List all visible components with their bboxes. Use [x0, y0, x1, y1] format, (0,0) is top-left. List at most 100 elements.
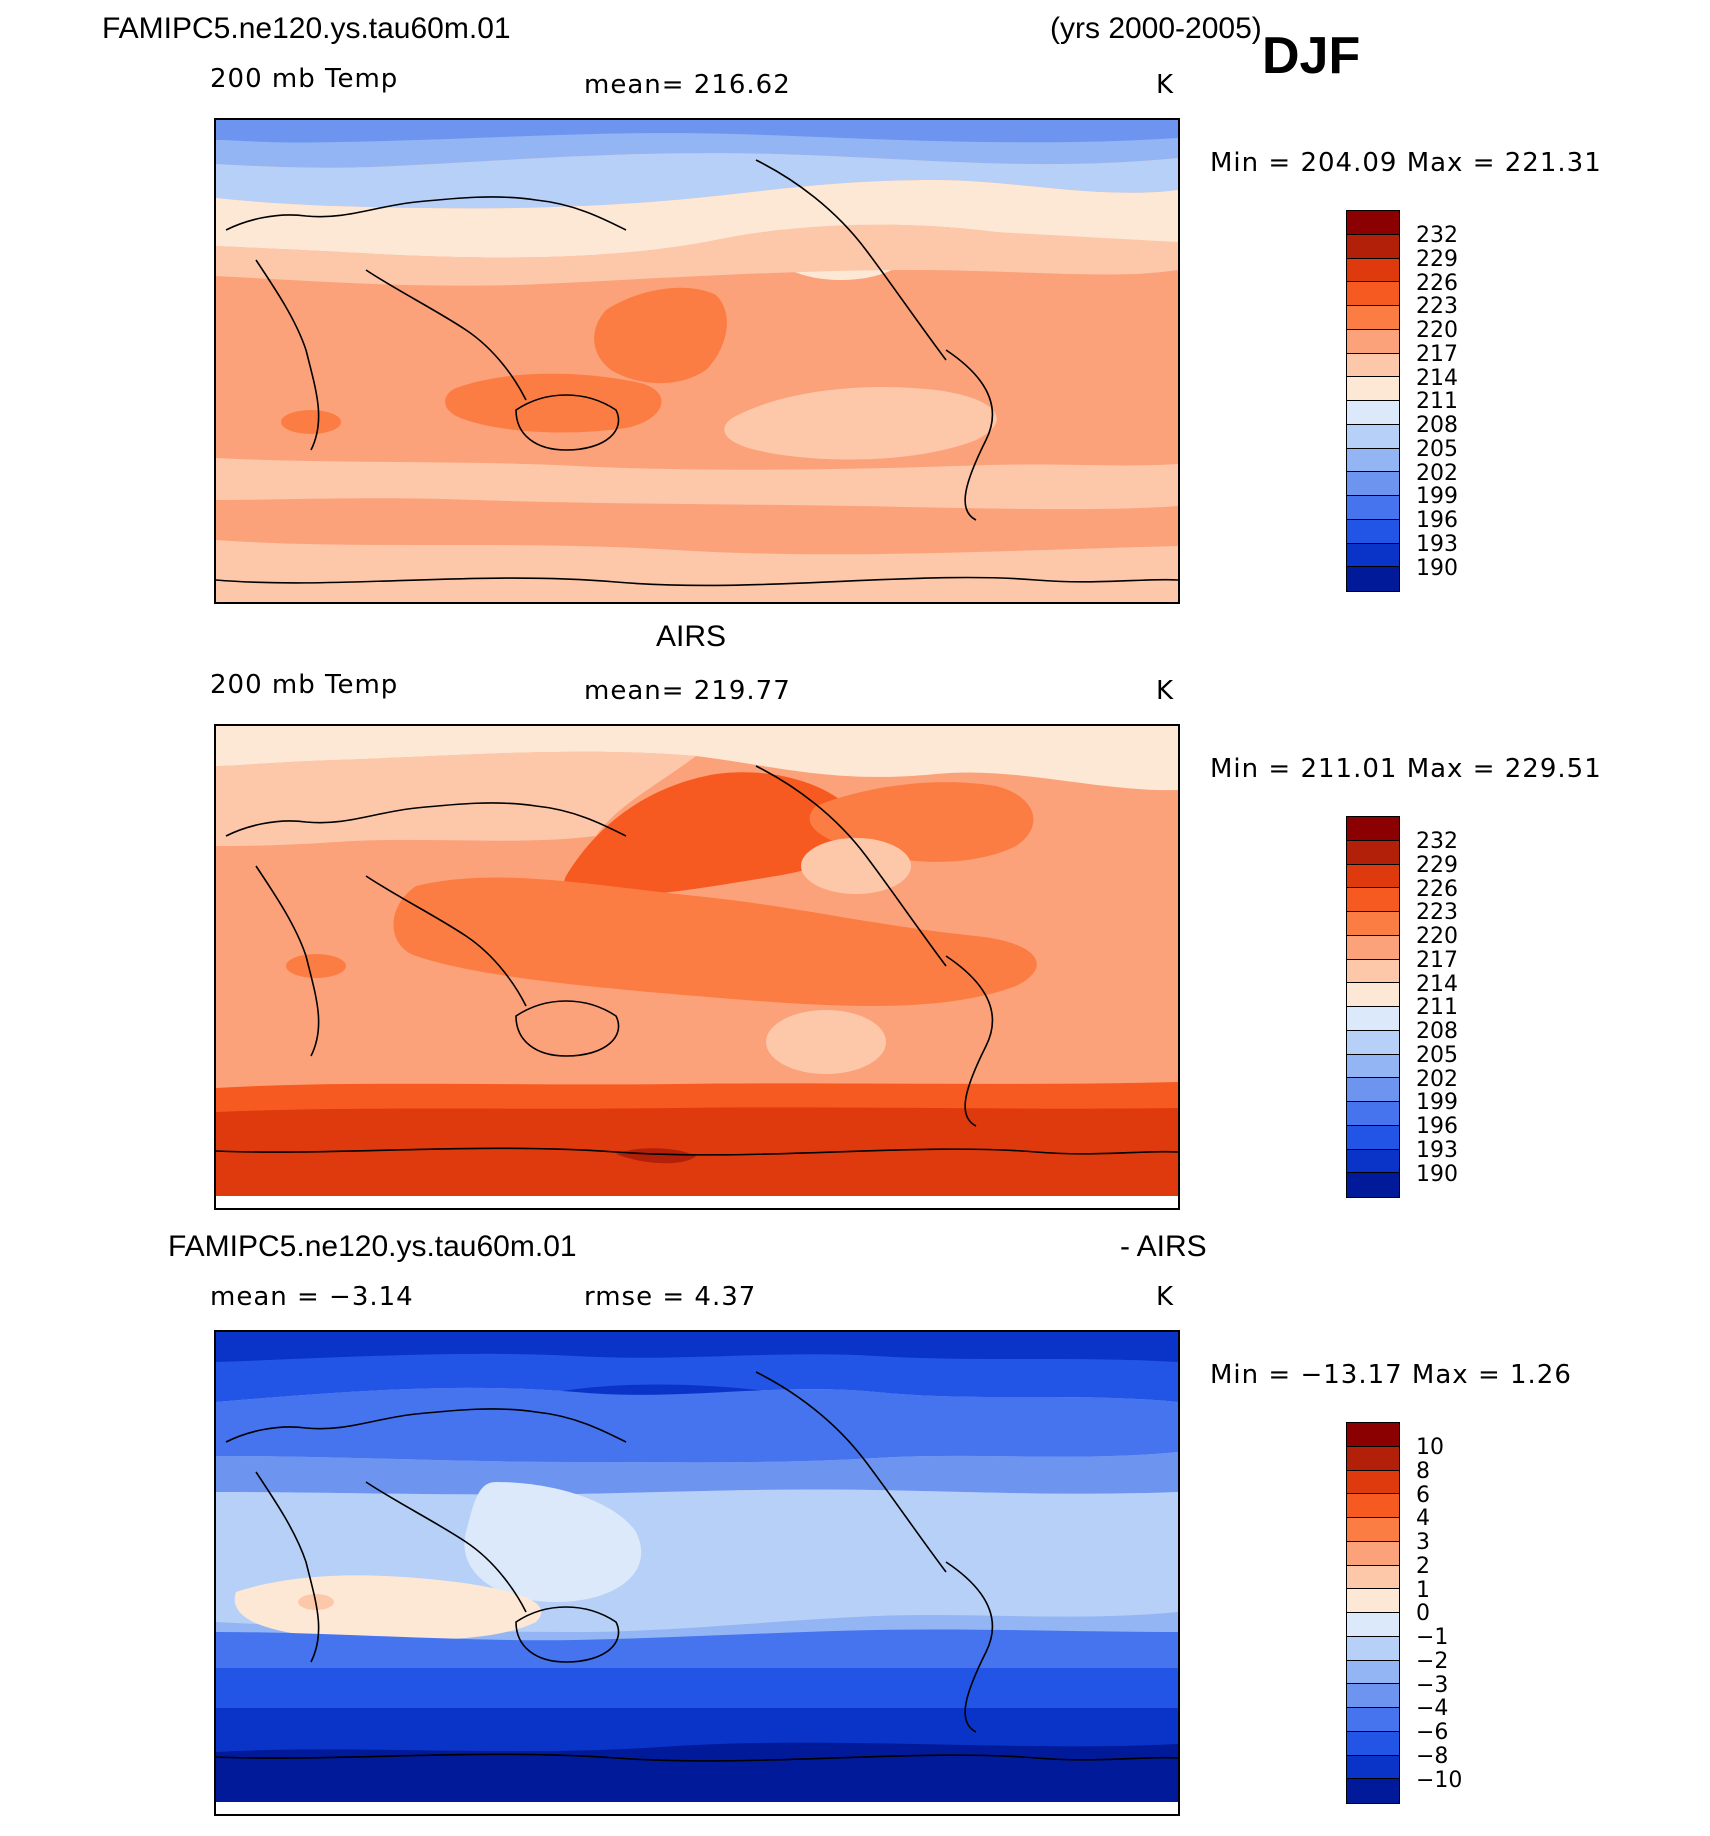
colorbar-swatch: [1346, 210, 1400, 236]
panel2-pacific-cool: [801, 838, 911, 894]
panel1-map: [214, 118, 1180, 604]
colorbar-label: 196: [1416, 1114, 1458, 1139]
colorbar-swatch: [1346, 376, 1400, 402]
colorbar-swatch: [1346, 1148, 1400, 1174]
colorbar-swatch: [1346, 1124, 1400, 1150]
panel3-band-midlat: [216, 1387, 1178, 1463]
panel1-coast-samerica: [945, 349, 994, 521]
colorbar-label: 208: [1416, 1019, 1458, 1044]
colorbar-label: 217: [1416, 948, 1458, 973]
colorbar-label: 229: [1416, 853, 1458, 878]
colorbar-swatch: [1346, 542, 1400, 568]
panel1-coastlines: [216, 159, 1178, 587]
colorbar-swatch: [1346, 352, 1400, 378]
colorbar-swatch: [1346, 1754, 1400, 1780]
panel3-coast-antarctica: [216, 1753, 1178, 1762]
panel3-coast-namerica: [755, 1371, 947, 1573]
colorbar-swatch: [1346, 1029, 1400, 1055]
colorbar-label: −8: [1416, 1744, 1449, 1769]
colorbar-swatch: [1346, 1612, 1400, 1638]
panel3-minmax: Min = −13.17 Max = 1.26: [1210, 1360, 1572, 1390]
colorbar-label: 190: [1416, 556, 1458, 581]
panel2-variable: 200 mb Temp: [210, 670, 399, 700]
panel3-coast-asia: [365, 1481, 527, 1613]
colorbar-label: 202: [1416, 1067, 1458, 1092]
panel3-band-arctic-deep: [216, 1332, 1178, 1362]
colorbar-swatch: [1346, 257, 1400, 283]
colorbar-label: 190: [1416, 1162, 1458, 1187]
panel3-band-antarctic: [216, 1742, 1178, 1814]
colorbar-label: 1: [1416, 1578, 1430, 1603]
colorbar-swatch: [1346, 447, 1400, 473]
panel3-rmse: rmse = 4.37: [584, 1282, 757, 1312]
colorbar-swatch: [1346, 328, 1400, 354]
colorbar-label: 3: [1416, 1530, 1430, 1555]
colorbar-label: 4: [1416, 1506, 1430, 1531]
colorbar-swatch: [1346, 982, 1400, 1008]
colorbar-label: 196: [1416, 508, 1458, 533]
panel1-colorbar: 232 229 226 223 220 217 214 211 208 205 …: [1346, 210, 1458, 592]
colorbar-swatch: [1346, 816, 1400, 842]
colorbar-swatch: [1346, 495, 1400, 521]
colorbar-label: 193: [1416, 1138, 1458, 1163]
colorbar-swatch: [1346, 1683, 1400, 1709]
colorbar-label: −3: [1416, 1673, 1449, 1698]
colorbar-swatch: [1346, 1540, 1400, 1566]
panel2-coast-samerica: [945, 955, 994, 1127]
colorbar-label: 205: [1416, 437, 1458, 462]
colorbar-swatch: [1346, 863, 1400, 889]
panel3-coast-samerica: [945, 1561, 994, 1733]
panel3-map-gap: [216, 1802, 1178, 1814]
panel1-coast-antarctica: [216, 576, 1178, 587]
panel3-units: K: [1156, 1282, 1175, 1312]
colorbar-swatch: [1346, 1707, 1400, 1733]
colorbar-label: 226: [1416, 877, 1458, 902]
colorbar-label: −1: [1416, 1625, 1449, 1650]
panel1-coast-africa: [255, 259, 320, 451]
panel1-mean: mean= 216.62: [584, 70, 791, 100]
panel1-band-midlat: [216, 180, 1178, 258]
panel1-southpac-cool: [724, 387, 997, 460]
panel2-southpac-cool: [766, 1010, 886, 1074]
season-label: DJF: [1262, 27, 1361, 85]
panel2-units: K: [1156, 676, 1175, 706]
colorbar-label: −4: [1416, 1696, 1449, 1721]
colorbar-swatch: [1346, 233, 1400, 259]
panel2-coast-eurasia: [225, 802, 627, 837]
panel2-map: [214, 724, 1180, 1210]
colorbar-swatch: [1346, 305, 1400, 331]
colorbar-label: 226: [1416, 271, 1458, 296]
panel1-coast-namerica: [755, 159, 947, 361]
colorbar-label: −6: [1416, 1720, 1449, 1745]
panel1-coast-asia: [365, 269, 527, 401]
panel3-map-svg: [216, 1332, 1178, 1814]
panel1-variable: 200 mb Temp: [210, 64, 399, 94]
panel1-coast-eurasia: [225, 196, 627, 231]
panel2-coast-asia: [365, 875, 527, 1007]
colorbar-label: 2: [1416, 1554, 1430, 1579]
colorbar-swatch: [1346, 471, 1400, 497]
colorbar-label: 211: [1416, 389, 1458, 414]
panel2-map-svg: [216, 726, 1178, 1208]
panel1-warm-pool: [594, 287, 727, 384]
panel2-coast-antarctica: [216, 1147, 1178, 1156]
panel3-coast-africa: [255, 1471, 320, 1663]
colorbar-swatch: [1346, 1635, 1400, 1661]
colorbar-swatch: [1346, 839, 1400, 865]
colorbar-label: 208: [1416, 413, 1458, 438]
years-label: (yrs 2000-2005): [1050, 12, 1262, 45]
colorbar-label: 193: [1416, 532, 1458, 557]
panel1-coast-australia: [515, 394, 620, 451]
colorbar-swatch: [1346, 1172, 1400, 1198]
colorbar-swatch: [1346, 911, 1400, 937]
colorbar-swatch: [1346, 566, 1400, 592]
panel2-coast-africa: [255, 865, 320, 1057]
colorbar-swatch: [1346, 1077, 1400, 1103]
colorbar-swatch: [1346, 1053, 1400, 1079]
panel1-indian-warm: [445, 373, 662, 433]
panel2-title: AIRS: [656, 620, 727, 653]
colorbar-label: 199: [1416, 484, 1458, 509]
panel2-band-south-warmer: [216, 1107, 1178, 1208]
colorbar-label: 214: [1416, 972, 1458, 997]
panel2-map-gap: [216, 1196, 1178, 1208]
